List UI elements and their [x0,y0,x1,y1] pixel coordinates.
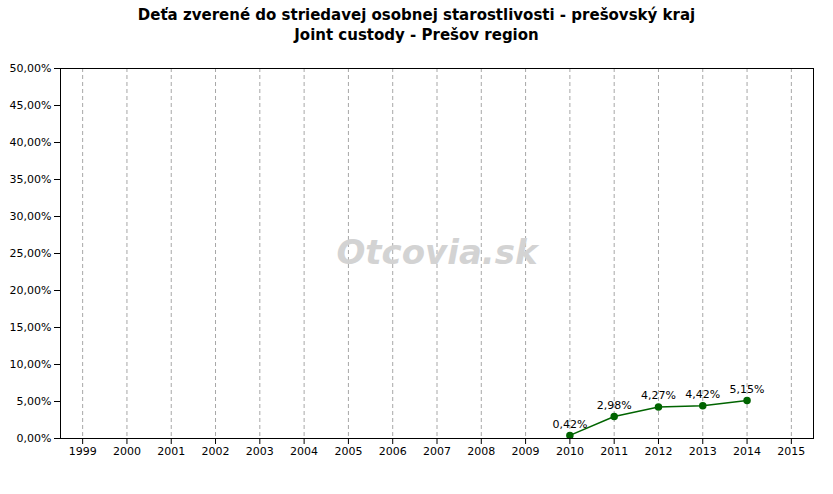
svg-text:2010: 2010 [556,445,584,458]
svg-text:2007: 2007 [423,445,451,458]
svg-text:1999: 1999 [69,445,97,458]
svg-text:4,42%: 4,42% [685,388,720,401]
svg-text:15,00%: 15,00% [10,321,52,334]
svg-text:2005: 2005 [334,445,362,458]
svg-text:45,00%: 45,00% [10,99,52,112]
svg-text:2009: 2009 [512,445,540,458]
svg-text:Otcovia.sk: Otcovia.sk [336,232,540,272]
svg-text:2012: 2012 [644,445,672,458]
html-text:Joint custody - Prešov region: Joint custody - Prešov region [294,26,539,44]
svg-text:20,00%: 20,00% [10,284,52,297]
html-text:Deťa zverené do striedavej oso: Deťa zverené do striedavej osobnej staro… [137,6,696,24]
svg-text:2014: 2014 [733,445,761,458]
svg-text:0,00%: 0,00% [17,432,52,445]
svg-text:2008: 2008 [467,445,495,458]
svg-text:2011: 2011 [600,445,628,458]
svg-text:2,98%: 2,98% [597,399,632,412]
svg-text:35,00%: 35,00% [10,173,52,186]
svg-text:2003: 2003 [246,445,274,458]
svg-text:4,27%: 4,27% [641,389,676,402]
svg-text:2000: 2000 [113,445,141,458]
svg-text:2001: 2001 [157,445,185,458]
svg-text:10,00%: 10,00% [10,358,52,371]
svg-text:40,00%: 40,00% [10,136,52,149]
svg-text:2013: 2013 [689,445,717,458]
svg-text:5,00%: 5,00% [17,395,52,408]
svg-text:50,00%: 50,00% [10,62,52,75]
svg-text:25,00%: 25,00% [10,247,52,260]
svg-text:2015: 2015 [777,445,805,458]
svg-text:0,42%: 0,42% [552,418,587,431]
svg-text:5,15%: 5,15% [730,383,765,396]
svg-text:30,00%: 30,00% [10,210,52,223]
svg-text:2002: 2002 [202,445,230,458]
svg-text:2004: 2004 [290,445,318,458]
svg-text:2006: 2006 [379,445,407,458]
